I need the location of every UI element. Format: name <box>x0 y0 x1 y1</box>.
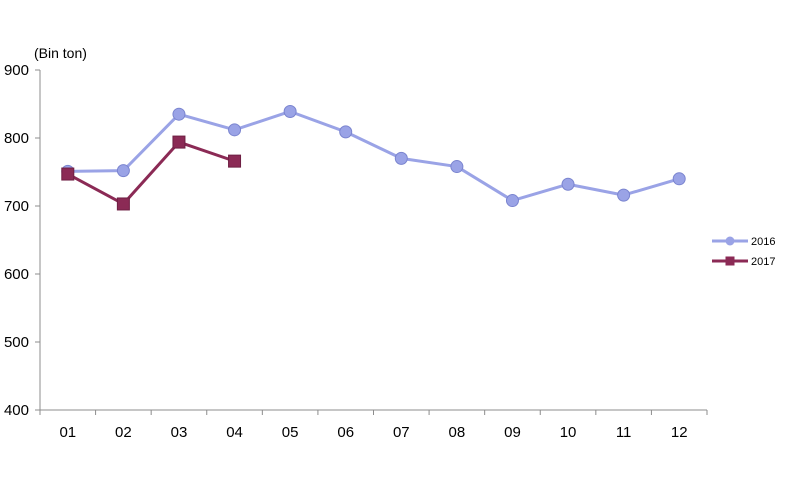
data-point <box>116 164 130 178</box>
legend-label: 2016 <box>751 236 775 248</box>
series-line <box>67 140 236 206</box>
data-point <box>228 154 242 168</box>
data-point <box>505 194 519 208</box>
y-tick-label: 500 <box>4 334 29 351</box>
y-tick-label: 800 <box>4 130 29 147</box>
y-tick-label: 400 <box>4 402 29 419</box>
y-tick-label: 700 <box>4 198 29 215</box>
series-layer <box>61 104 686 211</box>
x-tick-label: 06 <box>337 424 354 441</box>
legend-marker <box>725 236 735 246</box>
data-point <box>116 197 130 211</box>
data-point <box>339 125 353 139</box>
data-point <box>561 177 575 191</box>
x-tick-label: 09 <box>504 424 521 441</box>
data-point <box>617 188 631 202</box>
y-tick-label: 900 <box>4 62 29 79</box>
axes <box>39 70 707 411</box>
data-point <box>450 160 464 174</box>
legend: 2016 2017 <box>712 236 775 268</box>
series-2016 <box>61 104 686 208</box>
data-point <box>283 104 297 118</box>
data-point <box>394 151 408 165</box>
unit-label: (Bin ton) <box>34 45 87 61</box>
x-tick-label: 08 <box>449 424 466 441</box>
y-axis-ticks: 400 500 600 700 800 900 <box>4 62 40 419</box>
legend-label: 2017 <box>751 256 775 268</box>
x-axis-ticks: 01 02 03 04 05 06 07 08 09 10 11 12 <box>39 410 708 441</box>
data-point <box>172 135 186 149</box>
x-tick-label: 12 <box>671 424 688 441</box>
x-tick-label: 07 <box>393 424 410 441</box>
x-tick-label: 01 <box>59 424 76 441</box>
y-tick-label: 600 <box>4 266 29 283</box>
legend-marker <box>725 256 735 266</box>
x-tick-label: 05 <box>282 424 299 441</box>
data-point <box>172 107 186 121</box>
x-tick-label: 03 <box>171 424 188 441</box>
series-2017 <box>61 135 242 211</box>
x-tick-label: 04 <box>226 424 243 441</box>
x-tick-label: 02 <box>115 424 132 441</box>
series-line <box>67 109 680 203</box>
data-point <box>228 123 242 137</box>
data-point <box>672 172 686 186</box>
x-tick-label: 10 <box>560 424 577 441</box>
data-point <box>61 167 75 181</box>
x-tick-label: 11 <box>616 424 632 441</box>
